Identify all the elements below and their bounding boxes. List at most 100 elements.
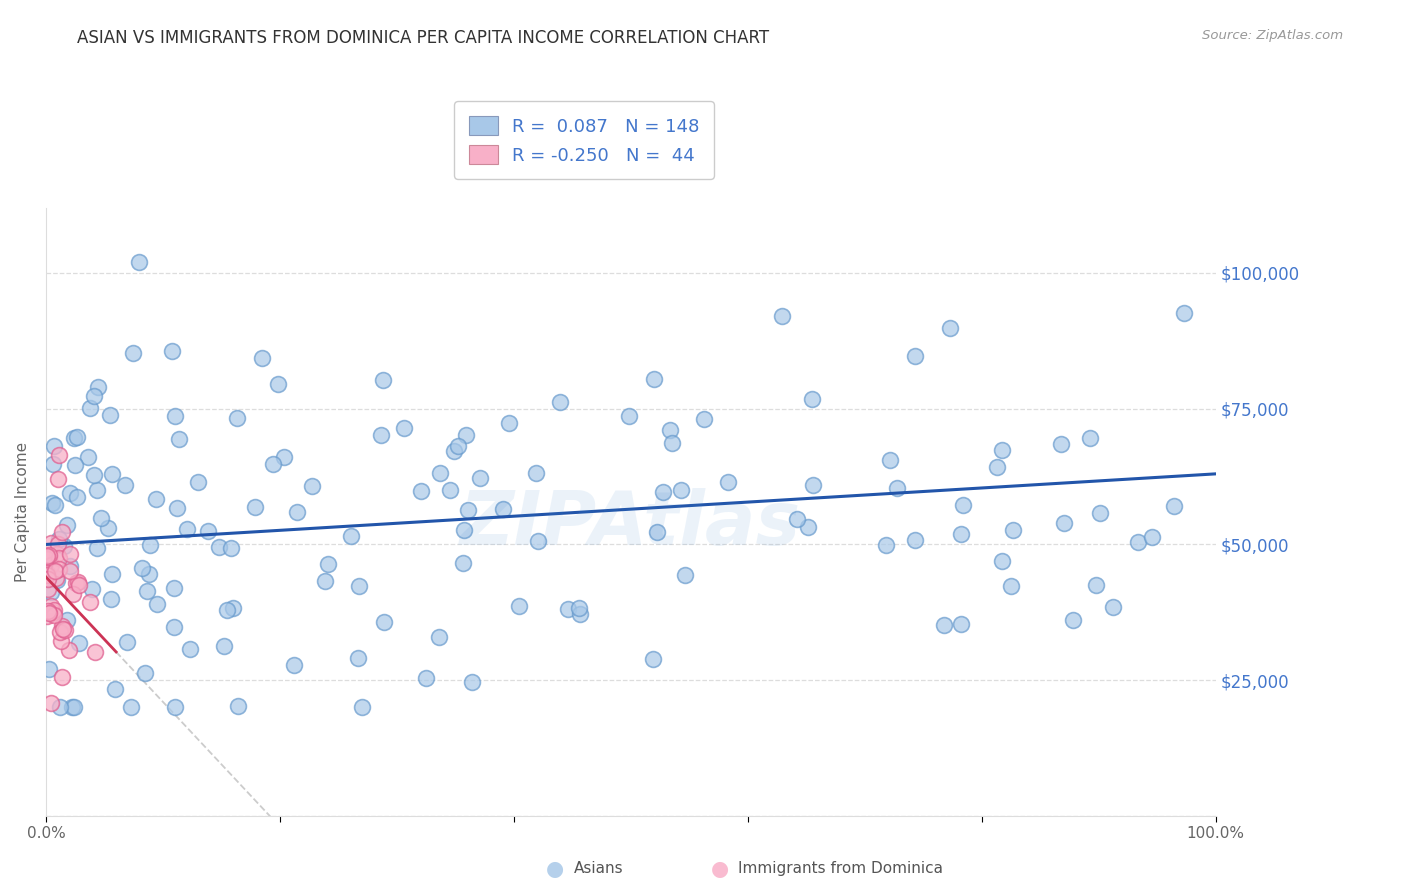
Point [409,483,432,498]
Point [693,412,716,426]
Point [314,574,336,588]
Point [214,639,236,653]
Point [131,561,153,575]
Point [550,395,572,409]
Point [128,255,150,269]
Point [950,616,973,631]
Point [643,372,665,386]
Point [875,538,897,552]
Point [114,477,136,491]
Point [65,430,87,444]
Point [370,427,392,442]
Point [166,501,188,516]
Point [63,458,86,473]
Point [39,585,62,599]
Point [340,529,363,543]
Point [136,583,159,598]
Point [250,351,273,365]
Point [87,379,110,393]
Point [950,526,973,541]
Y-axis label: Per Capita Income: Per Capita Income [15,442,30,582]
Point [346,651,368,665]
Point [1088,507,1111,521]
Point [38,606,60,620]
Point [48,448,70,462]
Point [86,541,108,555]
Point [37,582,59,596]
Point [90,511,112,525]
Point [461,675,484,690]
Point [101,566,124,581]
Point [41,558,63,573]
Point [886,481,908,495]
Point [77,450,100,465]
Point [222,601,245,615]
Point [37,566,59,580]
Point [59,565,82,579]
Point [557,602,579,616]
Text: ●: ● [547,859,564,879]
Point [770,310,793,324]
Point [347,579,370,593]
Point [645,524,668,539]
Point [39,599,62,613]
Point [283,658,305,673]
Point [226,410,249,425]
Point [429,466,451,480]
Point [134,665,156,680]
Point [121,346,143,360]
Point [176,522,198,536]
Point [352,700,374,714]
Point [932,618,955,632]
Point [48,562,70,576]
Point [37,608,59,623]
Point [986,460,1008,475]
Point [83,389,105,403]
Point [163,700,186,714]
Point [990,554,1012,568]
Point [163,619,186,633]
Point [44,439,66,453]
Text: Source: ZipAtlas.com: Source: ZipAtlas.com [1202,29,1343,42]
Point [37,566,59,581]
Point [66,575,89,590]
Point [373,615,395,629]
Text: ZIPAtlas: ZIPAtlas [460,488,801,560]
Point [56,613,79,627]
Point [197,524,219,538]
Legend: R =  0.087   N = 148, R = -0.250   N =  44: R = 0.087 N = 148, R = -0.250 N = 44 [454,102,714,179]
Point [526,533,548,548]
Point [37,567,59,582]
Point [44,498,66,512]
Point [52,623,75,637]
Point [163,581,186,595]
Point [786,512,808,526]
Point [138,566,160,581]
Point [187,475,209,490]
Point [101,467,124,482]
Point [37,572,59,586]
Point [41,496,63,510]
Point [41,457,63,471]
Point [45,574,67,588]
Point [939,321,962,335]
Point [48,550,70,565]
Point [453,556,475,570]
Point [44,607,66,622]
Point [49,700,72,714]
Point [643,652,665,666]
Point [226,698,249,713]
Point [245,500,267,514]
Point [63,700,86,714]
Point [65,576,87,591]
Point [453,524,475,538]
Point [468,470,491,484]
Point [568,607,591,621]
Point [1000,579,1022,593]
Point [37,549,59,563]
Point [82,582,104,597]
Point [165,409,187,423]
Point [37,552,59,566]
Point [38,548,60,562]
Point [97,521,120,535]
